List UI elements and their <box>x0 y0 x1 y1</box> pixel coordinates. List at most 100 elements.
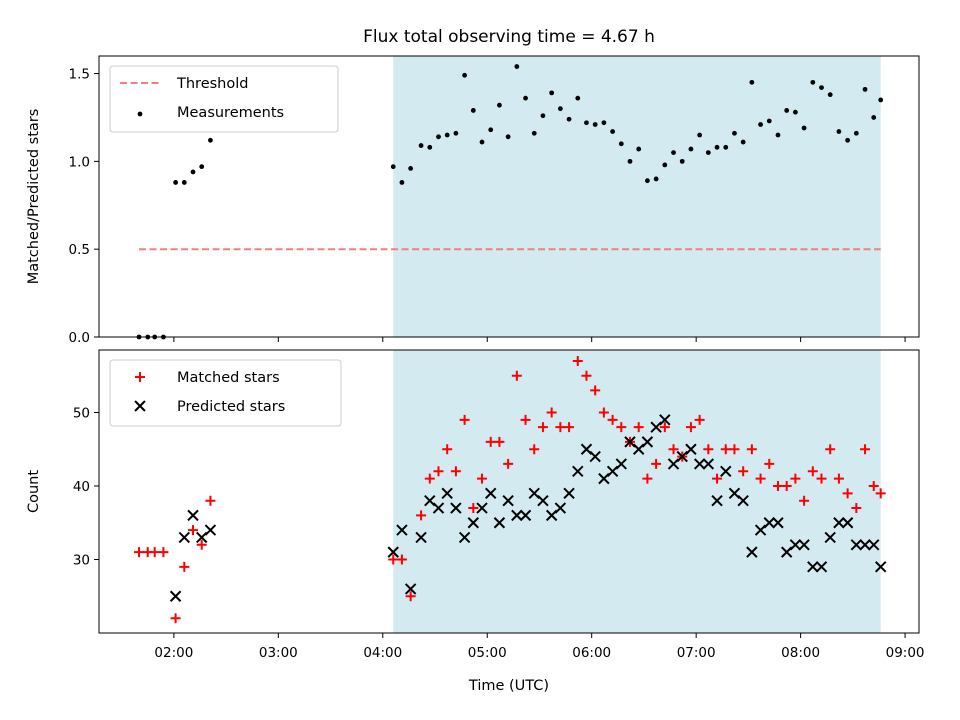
matched-star-point <box>860 444 871 455</box>
matched-star-point <box>564 422 575 433</box>
measurement-point <box>618 141 624 147</box>
y-axis-label: Matched/Predicted stars <box>26 109 42 285</box>
predicted-star-point <box>415 531 427 544</box>
predicted-star-point <box>387 546 399 558</box>
matched-star-point <box>170 613 181 624</box>
matched-star-point <box>816 473 827 484</box>
matched-star-point <box>520 414 531 425</box>
measurement-point <box>199 164 205 170</box>
predicted-star-point <box>476 502 488 514</box>
matched-star-point <box>851 503 862 514</box>
legend-label: Matched stars <box>177 370 280 386</box>
measurement-point <box>610 129 615 134</box>
measurement-point <box>427 144 433 150</box>
measurement-point <box>418 143 424 148</box>
predicted-star-point <box>493 517 506 529</box>
observing-window <box>393 350 881 633</box>
predicted-star-point <box>404 583 417 595</box>
measurement-point <box>592 122 598 127</box>
predicted-star-point <box>868 539 880 551</box>
measurement-point <box>862 86 868 92</box>
matched-star-point <box>825 444 836 455</box>
measurement-point <box>845 137 851 143</box>
matched-star-point <box>772 480 783 491</box>
matched-star-point <box>546 407 557 418</box>
matched-star-point <box>842 488 853 499</box>
measurement-point <box>878 97 884 103</box>
x-axis-label: Time (UTC) <box>468 678 549 694</box>
legend-label: Threshold <box>176 76 248 92</box>
measurement-point <box>766 118 772 124</box>
matched-star-point <box>746 444 757 455</box>
legend-box <box>109 65 339 133</box>
matched-star-point <box>459 414 470 425</box>
predicted-star-point <box>737 494 749 507</box>
measurement-point <box>871 115 877 120</box>
matched-star-point <box>537 422 548 433</box>
measurement-point <box>399 180 405 185</box>
measurement-point <box>557 106 563 112</box>
matched-star-point <box>196 539 207 550</box>
measurement-point <box>827 92 833 98</box>
measurement-point <box>566 116 572 122</box>
measurement-point <box>514 64 520 69</box>
matched-star-point <box>477 473 488 484</box>
matched-star-point <box>807 466 818 477</box>
legend-matched-swatch <box>135 372 145 382</box>
measurement-point <box>444 132 450 138</box>
predicted-star-point <box>746 546 758 558</box>
legend-label: Predicted stars <box>177 399 285 415</box>
measurement-point <box>636 146 642 152</box>
measurement-point <box>723 144 729 150</box>
measurement-point <box>462 72 468 78</box>
measurement-point <box>408 166 414 171</box>
x-tick-label: 04:00 <box>363 645 402 661</box>
matched-star-point <box>188 525 199 536</box>
y-tick-label: 50 <box>73 405 90 421</box>
matched-star-point <box>442 444 453 455</box>
matched-star-point <box>668 444 679 455</box>
measurement-point <box>784 108 790 113</box>
matched-star-point <box>590 385 601 396</box>
predicted-star-point <box>833 517 845 529</box>
matched-star-point <box>511 370 522 381</box>
matched-star-point <box>685 422 696 433</box>
measurement-point <box>697 132 703 138</box>
y-tick-label: 1.0 <box>69 154 90 170</box>
measurement-point <box>705 150 711 155</box>
predicted-star-point <box>554 502 567 514</box>
predicted-star-point <box>396 524 408 536</box>
predicted-star-point <box>589 450 601 463</box>
matched-star-point <box>581 370 592 381</box>
matched-star-point <box>642 473 653 484</box>
matched-star-point <box>755 473 766 484</box>
predicted-star-point <box>798 539 810 551</box>
matched-star-point <box>494 436 505 447</box>
predicted-star-point <box>537 494 549 507</box>
x-tick-label: 05:00 <box>468 645 507 661</box>
measurement-point <box>819 85 824 91</box>
matched-star-point <box>555 422 566 433</box>
predicted-star-point <box>763 517 775 529</box>
measurement-point <box>810 79 816 85</box>
measurement-point <box>549 90 555 96</box>
matched-star-point <box>433 466 444 477</box>
measurement-point <box>505 134 511 140</box>
matched-star-point <box>694 414 705 425</box>
matched-star-point <box>833 473 844 484</box>
measurement-point <box>792 109 798 115</box>
measurement-point <box>740 139 746 145</box>
predicted-star-point <box>874 561 887 573</box>
matched-star-point <box>703 444 714 455</box>
predicted-star-point <box>204 524 217 536</box>
measurement-point <box>470 108 476 113</box>
matched-star-point <box>179 561 190 572</box>
matched-star-point <box>468 503 479 514</box>
legend-box <box>109 359 342 427</box>
predicted-star-point <box>815 561 828 573</box>
predicted-star-point <box>685 443 697 455</box>
predicted-star-point <box>702 458 715 470</box>
matched-star-point <box>572 356 583 367</box>
predicted-star-point <box>511 509 523 522</box>
